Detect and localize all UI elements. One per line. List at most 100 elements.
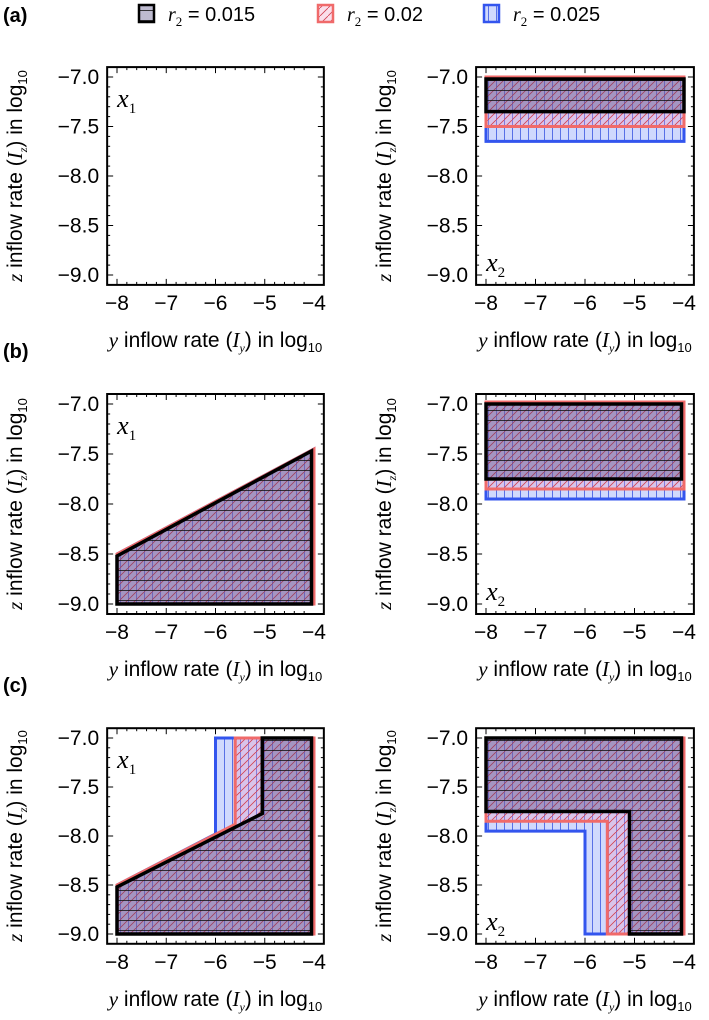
y-tick-label: −7.5 (427, 116, 468, 139)
y-tick-label: −7.5 (58, 116, 99, 139)
x-tick-label: −8 (474, 292, 498, 315)
x-tick-label: −4 (302, 621, 326, 644)
label-part: y (608, 341, 615, 355)
x-tick-label: −6 (573, 951, 597, 974)
label-part: y (608, 1000, 615, 1014)
x-tick-label: −6 (573, 621, 597, 644)
x-axis-label: y inflow rate (Iy) in log10 (107, 657, 323, 684)
y-tick-label: −9.0 (427, 593, 468, 616)
label-part: y (107, 657, 119, 681)
y-tick-label: −7.0 (58, 393, 99, 416)
x-tick-label: −6 (204, 951, 228, 974)
x-tick-label: −5 (253, 621, 277, 644)
label-part: z (16, 475, 30, 481)
y-tick-label: −8.5 (58, 543, 99, 566)
y-tick-label: −7.0 (427, 393, 468, 416)
label-part: ) in log (373, 745, 396, 808)
label-part: 10 (384, 70, 399, 84)
x-tick-label: −5 (253, 951, 277, 974)
y-tick-label: −7.0 (58, 66, 99, 89)
label-part: inflow rate ( (488, 988, 602, 1011)
label-part: ) in log (614, 988, 677, 1011)
x-tick-label: −7 (154, 621, 178, 644)
label-part: x (485, 907, 498, 936)
x-tick-label: −6 (204, 292, 228, 315)
legend-item-1: r2 = 0.02 (316, 3, 423, 29)
y-tick-label: −8.5 (427, 874, 468, 897)
label-part: x (485, 577, 498, 606)
label-part: x (116, 84, 129, 113)
label-part: 2 (521, 14, 528, 29)
label-part: 10 (677, 669, 691, 684)
label-part: inflow rate ( (488, 329, 602, 352)
label-part: 2 (176, 14, 183, 29)
label-part: y (608, 670, 615, 684)
legend-swatch (482, 3, 501, 24)
label-part: I (231, 328, 240, 352)
label-part: z (385, 147, 399, 153)
legend-label: r2 = 0.02 (347, 4, 423, 29)
label-part: 10 (384, 398, 399, 412)
panel-variable-label: x2 (485, 248, 505, 281)
label-part: z (372, 934, 396, 943)
region-r2-series-0 (484, 77, 686, 114)
label-part: ) in log (614, 658, 677, 681)
label-part: inflow rate ( (373, 159, 396, 273)
label-part: ) in log (373, 85, 396, 148)
y-axis-label: z inflow rate (Iz) in log10 (3, 730, 30, 943)
label-part: inflow rate ( (4, 159, 27, 273)
y-tick-label: −7.5 (58, 443, 99, 466)
panel-row-label: (b) (3, 341, 29, 363)
label-part: z (3, 274, 27, 283)
x-tick-label: −8 (105, 292, 129, 315)
label-part: y (107, 987, 119, 1011)
y-tick-label: −8.0 (58, 165, 99, 188)
x-tick-label: −4 (672, 292, 696, 315)
label-part: I (231, 987, 240, 1011)
panel-a-1: −8 −7 −6 −5 −4 −7.0 −7.5 −8.0 −8.5 −9.0 x1 y inflow… (3, 66, 326, 355)
label-part: r (168, 4, 176, 26)
label-part: y (476, 657, 488, 681)
label-part: 10 (308, 999, 322, 1014)
label-part: I (3, 479, 27, 488)
y-tick-label: −8.0 (427, 165, 468, 188)
label-part: ) in log (4, 413, 27, 476)
label-part: inflow rate ( (118, 658, 232, 681)
label-part: y (238, 670, 245, 684)
label-part: I (601, 657, 610, 681)
label-part: 10 (15, 398, 30, 412)
label-part: z (385, 807, 399, 813)
label-part: I (3, 811, 27, 820)
label-part: I (601, 987, 610, 1011)
label-part: ) in log (614, 329, 677, 352)
y-tick-label: −8.5 (58, 874, 99, 897)
region-r2-series-0 (484, 736, 684, 936)
legend-label: r2 = 0.015 (168, 4, 255, 29)
y-tick-label: −7.5 (427, 443, 468, 466)
label-part: I (3, 151, 27, 160)
y-tick-label: −7.0 (58, 727, 99, 750)
label-part: 10 (677, 999, 691, 1014)
label-part: z (372, 274, 396, 283)
x-axis-label: y inflow rate (Iy) in log10 (476, 657, 692, 684)
x-tick-label: −4 (672, 621, 696, 644)
label-part: 10 (677, 340, 691, 355)
y-tick-label: −8.5 (427, 215, 468, 238)
legend-item-2: r2 = 0.025 (482, 3, 600, 29)
panel-variable-label: x1 (116, 411, 136, 444)
label-part: r (513, 4, 521, 26)
label-part: inflow rate ( (373, 819, 396, 933)
label-part: 10 (15, 730, 30, 744)
x-tick-label: −4 (672, 951, 696, 974)
x-axis-label: y inflow rate (Iy) in log10 (107, 987, 323, 1014)
legend: r2 = 0.015 r2 = 0.02 r2 = 0.025 (137, 3, 600, 29)
y-axis-label: z inflow rate (Iz) in log10 (372, 70, 399, 283)
label-part: = 0.02 (361, 4, 423, 26)
x-tick-label: −7 (154, 292, 178, 315)
y-axis-label: z inflow rate (Iz) in log10 (3, 70, 30, 283)
label-part: z (16, 147, 30, 153)
y-tick-label: −7.5 (58, 776, 99, 799)
